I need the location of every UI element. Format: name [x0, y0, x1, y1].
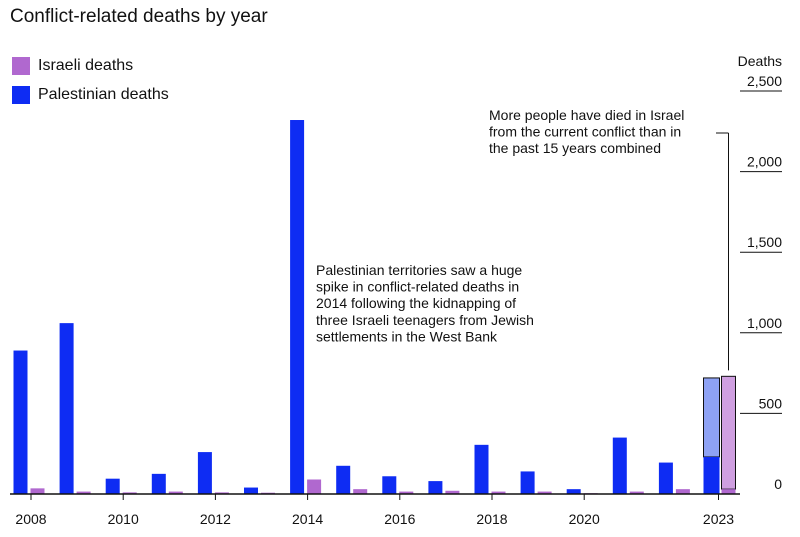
bar-israeli-2009: [76, 491, 91, 494]
bar-palestinian-2010: [105, 478, 120, 494]
bar-palestinian-2020: [566, 489, 581, 494]
bar-palestinian-2019: [520, 471, 535, 494]
y-tick-label: 2,000: [747, 154, 782, 170]
annotation-2014-line: 2014 following the kidnapping of: [316, 295, 516, 311]
x-tick-label: 2016: [384, 511, 415, 527]
chart-title: Conflict-related deaths by year: [10, 6, 268, 27]
bar-israeli-2015: [353, 489, 368, 494]
y-tick-label: 1,500: [747, 234, 782, 250]
x-tick-label: 2010: [108, 511, 139, 527]
x-tick-label: 2012: [200, 511, 231, 527]
annotation-2023-line: the past 15 years combined: [489, 140, 661, 156]
y-tick-label: 0: [774, 476, 782, 492]
legend-item-palestinian: Palestinian deaths: [12, 85, 169, 105]
y-tick-label: 500: [759, 395, 783, 411]
y-tick-label: 2,500: [747, 73, 782, 89]
bar-israeli-2011: [168, 491, 183, 494]
bar-palestinian-2023-projected: [703, 377, 720, 458]
bar-palestinian-2016: [382, 476, 397, 494]
bar-palestinian-2008: [13, 350, 28, 494]
bar-palestinian-2011: [151, 473, 166, 494]
bar-israeli-2023-projected: [721, 375, 736, 490]
annotation-2014-line: three Israeli teenagers from Jewish: [316, 312, 534, 328]
x-tick-label: 2008: [15, 511, 46, 527]
bar-palestinian-2023: [703, 456, 720, 494]
bar-palestinian-2012: [197, 452, 212, 494]
bar-israeli-2019: [537, 491, 552, 494]
bar-palestinian-2009: [59, 323, 74, 494]
legend-label-palestinian: Palestinian deaths: [38, 86, 169, 103]
bar-israeli-2017: [445, 490, 460, 494]
bar-palestinian-2013: [244, 487, 258, 494]
y-axis-title: Deaths: [738, 53, 782, 69]
bar-israeli-2023: [721, 489, 736, 494]
legend-swatch-palestinian: [12, 86, 30, 104]
bar-palestinian-2015: [336, 465, 351, 494]
legend-label-israeli: Israeli deaths: [38, 57, 134, 74]
bar-israeli-2018: [491, 491, 506, 494]
bar-israeli-2010: [122, 492, 137, 494]
bar-palestinian-2021: [612, 437, 627, 494]
bar-palestinian-2017: [428, 481, 443, 494]
bar-israeli-2021: [629, 491, 644, 494]
bar-israeli-2022: [675, 489, 690, 494]
y-tick-label: 1,000: [747, 315, 782, 331]
bar-israeli-2016: [399, 491, 414, 494]
bar-palestinian-2018: [474, 444, 489, 494]
annotation-2023-line: More people have died in Israel: [489, 107, 684, 123]
bar-palestinian-2022: [658, 462, 673, 494]
annotation-2014-line: spike in conflict-related deaths in: [316, 279, 519, 295]
bar-israeli-2012: [214, 492, 229, 494]
bar-israeli-2008: [30, 488, 45, 494]
legend-item-israeli: Israeli deaths: [12, 56, 133, 76]
legend-swatch-israeli: [12, 57, 30, 75]
x-tick-label: 2023: [703, 511, 734, 527]
bar-palestinian-2014: [290, 120, 305, 495]
x-tick-label: 2014: [292, 511, 323, 527]
x-tick-label: 2020: [569, 511, 600, 527]
x-tick-label: 2018: [476, 511, 507, 527]
annotation-2014-line: settlements in the West Bank: [316, 328, 498, 344]
annotation-2023-line: from the current conflict than in: [489, 124, 681, 140]
annotation-2014-line: Palestinian territories saw a huge: [316, 262, 522, 278]
bar-israeli-2014: [307, 479, 322, 494]
